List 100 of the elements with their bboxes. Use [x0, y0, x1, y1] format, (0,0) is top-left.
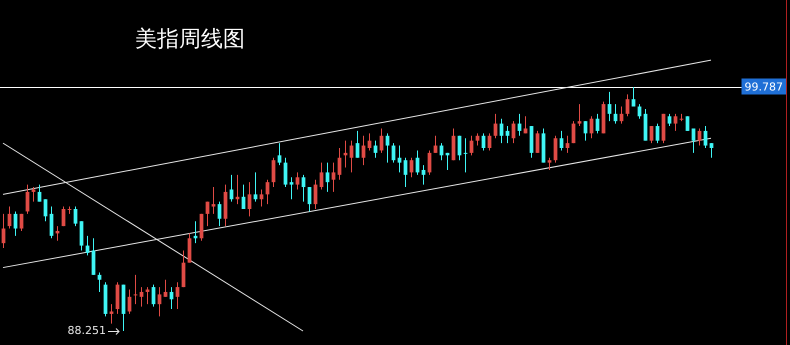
candlestick [194, 220, 198, 244]
candlestick [176, 282, 180, 310]
candlestick [152, 284, 156, 308]
candlestick [416, 150, 420, 176]
annotation: 88.251 [68, 324, 106, 337]
candlestick [512, 120, 516, 144]
candlestick [140, 286, 144, 308]
candlestick [14, 210, 18, 236]
candlestick [500, 118, 504, 144]
candlestick [386, 132, 390, 164]
candlestick [446, 152, 450, 170]
candlestick [284, 157, 288, 188]
candlestick [50, 206, 54, 239]
candlestick [296, 172, 300, 190]
candlestick [134, 274, 138, 305]
candlestick [56, 226, 60, 242]
candlestick [260, 188, 264, 208]
candlestick [482, 132, 486, 151]
candlestick [254, 172, 258, 202]
candlestick [368, 132, 372, 151]
candlestick [548, 157, 552, 170]
candlestick [464, 138, 468, 173]
candlestick [458, 135, 462, 161]
candlestick [428, 150, 432, 176]
candlestick [578, 104, 582, 127]
candlestick [314, 179, 318, 210]
candlestick [146, 286, 150, 305]
text: 99.787 [744, 80, 784, 94]
candlestick [128, 289, 132, 314]
candlestick [434, 135, 438, 154]
candlestick [218, 201, 222, 227]
candlestick [638, 104, 642, 120]
candlestick [206, 201, 210, 227]
candlestick [488, 132, 492, 151]
candlestick [614, 104, 618, 124]
candlestick [26, 184, 30, 214]
candlestick [590, 116, 594, 139]
candlestick [110, 304, 114, 324]
candlestick [338, 148, 342, 180]
candlestick [158, 286, 162, 317]
candlestick [494, 113, 498, 139]
candlestick [308, 186, 312, 212]
candlestick [692, 128, 696, 154]
candlestick [440, 142, 444, 161]
candlestick [422, 164, 426, 186]
candlestick [62, 206, 66, 227]
candlestick [362, 135, 366, 166]
candlestick [698, 128, 702, 146]
candlestick [32, 186, 36, 202]
candlestick [632, 86, 636, 108]
candlestick [332, 162, 336, 192]
candlestick [242, 184, 246, 210]
candlestick [608, 91, 612, 122]
candlestick [266, 179, 270, 205]
candlestick [98, 272, 102, 292]
candlestick [668, 113, 672, 127]
candlestick [86, 235, 90, 256]
candlestick [536, 130, 540, 154]
candlestick [560, 130, 564, 151]
candlestick [38, 184, 42, 202]
candlestick [212, 186, 216, 214]
candlestick [2, 213, 6, 249]
candlestick [302, 174, 306, 202]
candlestick [290, 176, 294, 200]
candlestick [20, 213, 24, 232]
candlestick [398, 145, 402, 173]
candlestick [506, 126, 510, 144]
candlestick [554, 135, 558, 164]
candlestick [650, 126, 654, 144]
candlestick [164, 279, 168, 298]
candlestick [656, 123, 660, 144]
candlestick [272, 157, 276, 188]
candlestick [704, 126, 708, 148]
candlestick [410, 157, 414, 178]
candlestick [320, 162, 324, 190]
candlestick [596, 113, 600, 134]
candlestick [8, 206, 12, 230]
candlestick [170, 286, 174, 310]
candlestick [710, 142, 714, 158]
candlestick [230, 174, 234, 202]
candlestick [380, 128, 384, 154]
candlestick [392, 142, 396, 164]
candlestick [350, 140, 354, 173]
candlestick [674, 113, 678, 132]
candlestick [470, 135, 474, 156]
candlestick [404, 157, 408, 188]
candlestick [572, 120, 576, 144]
candlestick [518, 113, 522, 136]
chart-title: 美指周线图 [135, 26, 245, 54]
candlestick [344, 140, 348, 168]
candlestick [44, 198, 48, 222]
candlestick [620, 106, 624, 124]
candlestick [356, 130, 360, 158]
candlestick [686, 116, 690, 132]
candlestick [476, 132, 480, 146]
candlestick [74, 206, 78, 227]
candlestick [566, 135, 570, 154]
candlestick [248, 182, 252, 217]
candlestick [326, 162, 330, 192]
candlestick [374, 140, 378, 158]
